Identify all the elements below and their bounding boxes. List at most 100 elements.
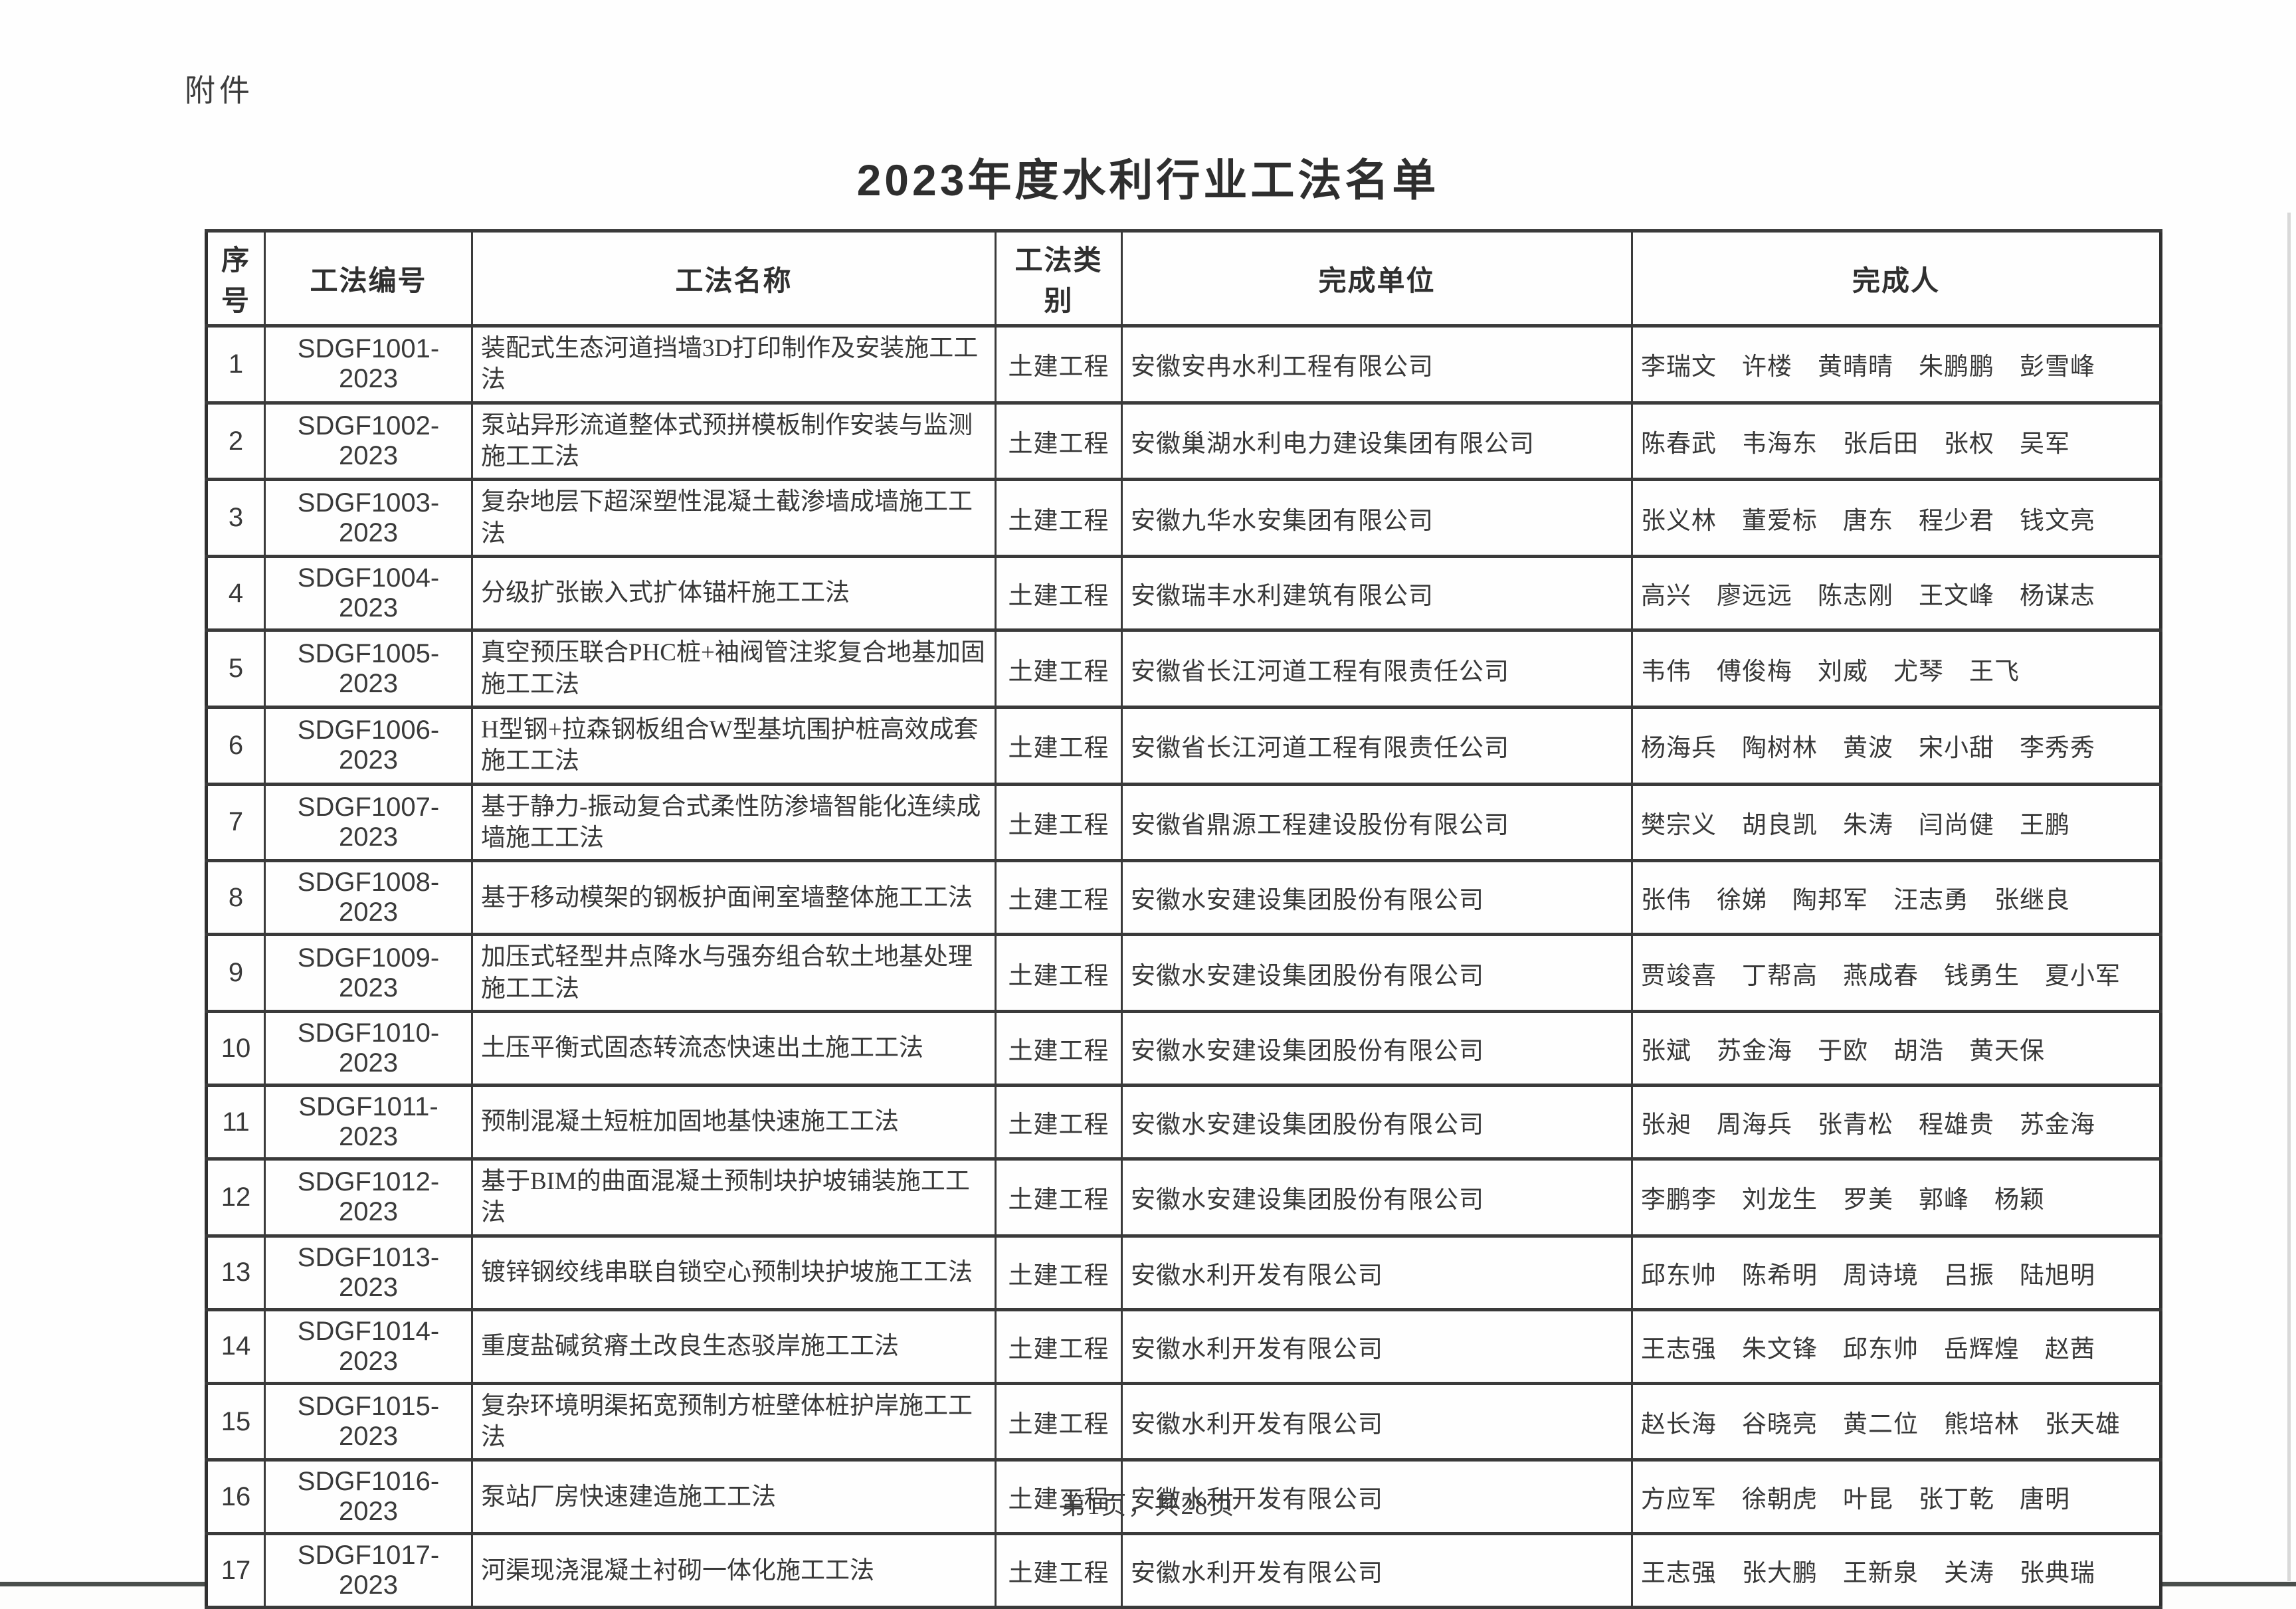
- cell-no: 7: [205, 782, 266, 863]
- cell-category: 土建工程: [995, 705, 1123, 786]
- cell-code: SDGF1014-2023: [264, 1307, 473, 1385]
- cell-unit: 安徽巢湖水利电力建设集团有限公司: [1121, 401, 1633, 482]
- cell-category: 土建工程: [995, 1381, 1123, 1462]
- cell-name: 泵站厂房快速建造施工工法: [471, 1458, 997, 1536]
- cell-no: 11: [205, 1084, 266, 1161]
- table-row: 13 SDGF1013-2023 镀锌钢绞线串联自锁空心预制块护坡施工工法 土建工程安…: [205, 1234, 2162, 1311]
- cell-no: 1: [205, 324, 266, 405]
- table-head: 序号 工法编号 工法名称 工法类别 完成单位 完成人: [205, 229, 2162, 328]
- cell-no: 17: [205, 1532, 266, 1609]
- header-cell-no: 序号: [205, 229, 266, 328]
- header-cell-category: 工法类别: [995, 229, 1123, 328]
- cell-code: SDGF1013-2023: [264, 1234, 473, 1311]
- cell-people: 樊宗义 胡良凯 朱涛 闫尚健 王鹏: [1631, 782, 2162, 863]
- cell-category: 土建工程: [995, 1234, 1123, 1311]
- cell-people: 李瑞文 许楼 黄晴晴 朱鹏鹏 彭雪峰: [1631, 324, 2162, 405]
- table-row: 9 SDGF1009-2023 加压式轻型井点降水与强夯组合软土地基处理施工工法 土建…: [205, 933, 2162, 1014]
- cell-code: SDGF1005-2023: [264, 628, 473, 709]
- table-row: 7 SDGF1007-2023 基于静力-振动复合式柔性防渗墙智能化连续成墙施工工法…: [205, 782, 2162, 863]
- table-row: 16 SDGF1016-2023 泵站厂房快速建造施工工法 土建工程 安徽水利开发有限公…: [205, 1458, 2162, 1536]
- cell-category: 土建工程: [995, 933, 1123, 1014]
- table-row: 5 SDGF1005-2023 真空预压联合PHC桩+袖阀管注浆复合地基加固施工工法…: [205, 628, 2162, 709]
- page-number: 第1页，共28页: [1060, 1492, 1236, 1520]
- cell-name: 分级扩张嵌入式扩体锚杆施工工法: [471, 555, 997, 632]
- cell-no: 15: [205, 1381, 266, 1462]
- cell-category: 土建工程: [995, 1157, 1123, 1238]
- cell-name: 基于静力-振动复合式柔性防渗墙智能化连续成墙施工工法: [471, 782, 997, 863]
- cell-unit: 安徽水安建设集团股份有限公司: [1121, 1157, 1633, 1238]
- cell-category: 土建工程: [995, 555, 1123, 632]
- cell-people: 贾竣喜 丁帮高 燕成春 钱勇生 夏小军: [1631, 933, 2162, 1014]
- cell-people: 邱东帅 陈希明 周诗境 吕振 陆旭明: [1631, 1234, 2162, 1311]
- scan-artifact-right-edge: [2287, 213, 2291, 1581]
- cell-category: 土建工程: [995, 859, 1123, 937]
- cell-name: 装配式生态河道挡墙3D打印制作及安装施工工法: [471, 324, 997, 405]
- cell-no: 6: [205, 705, 266, 786]
- cell-unit: 安徽水利开发有限公司: [1121, 1532, 1633, 1609]
- cell-category: 土建工程: [995, 1084, 1123, 1161]
- header-cell-code: 工法编号: [264, 229, 473, 328]
- cell-category: 土建工程: [995, 1458, 1123, 1536]
- table-row: 2 SDGF1002-2023 泵站异形流道整体式预拼模板制作安装与监测施工工法 土建…: [205, 401, 2162, 482]
- cell-no: 8: [205, 859, 266, 937]
- cell-name: 土压平衡式固态转流态快速出土施工工法: [471, 1010, 997, 1088]
- cell-code: SDGF1008-2023: [264, 859, 473, 937]
- cell-unit: 安徽瑞丰水利建筑有限公司: [1121, 555, 1633, 632]
- cell-no: 13: [205, 1234, 266, 1311]
- cell-people: 王志强 朱文锋 邱东帅 岳辉煌 赵茜: [1631, 1307, 2162, 1385]
- cell-people: 韦伟 傅俊梅 刘威 尤琴 王飞: [1631, 628, 2162, 709]
- methods-table: 序号 工法编号 工法名称 工法类别 完成单位 完成人 1 SDGF1001-2023 装配式生…: [205, 229, 2162, 1609]
- header-cell-people: 完成人: [1631, 229, 2162, 328]
- table-row: 17 SDGF1017-2023 河渠现浇混凝土衬砌一体化施工工法 土建工程 安徽水利开…: [205, 1532, 2162, 1609]
- cell-code: SDGF1002-2023: [264, 401, 473, 482]
- cell-name: 真空预压联合PHC桩+袖阀管注浆复合地基加固施工工法: [471, 628, 997, 709]
- cell-people: 方应军 徐朝虎 叶昆 张丁乾 唐明: [1631, 1458, 2162, 1536]
- cell-name: 预制混凝土短桩加固地基快速施工工法: [471, 1084, 997, 1161]
- cell-name: 基于BIM的曲面混凝土预制块护坡铺装施工工法: [471, 1157, 997, 1238]
- cell-people: 张昶 周海兵 张青松 程雄贵 苏金海: [1631, 1084, 2162, 1161]
- cell-people: 陈春武 韦海东 张后田 张权 吴军: [1631, 401, 2162, 482]
- cell-unit: 安徽九华水安集团有限公司: [1121, 478, 1633, 559]
- cell-category: 土建工程: [995, 401, 1123, 482]
- cell-name: 基于移动模架的钢板护面闸室墙整体施工工法: [471, 859, 997, 937]
- cell-name: 镀锌钢绞线串联自锁空心预制块护坡施工工法: [471, 1234, 997, 1311]
- cell-code: SDGF1011-2023: [264, 1084, 473, 1161]
- cell-unit: 安徽省长江河道工程有限责任公司: [1121, 705, 1633, 786]
- cell-no: 16: [205, 1458, 266, 1536]
- table-row: 11 SDGF1011-2023 预制混凝土短桩加固地基快速施工工法 土建工程 安徽水安…: [205, 1084, 2162, 1161]
- cell-category: 土建工程: [995, 1532, 1123, 1609]
- cell-people: 张斌 苏金海 于欧 胡浩 黄天保: [1631, 1010, 2162, 1088]
- cell-unit: 安徽水安建设集团股份有限公司: [1121, 933, 1633, 1014]
- table-row: 1 SDGF1001-2023 装配式生态河道挡墙3D打印制作及安装施工工法 土建工程…: [205, 324, 2162, 405]
- header-cell-unit: 完成单位: [1121, 229, 1633, 328]
- cell-unit: 安徽水利开发有限公司: [1121, 1307, 1633, 1385]
- cell-unit: 安徽水安建设集团股份有限公司: [1121, 859, 1633, 937]
- cell-no: 12: [205, 1157, 266, 1238]
- page-title: 2023年度水利行业工法名单: [856, 155, 1440, 205]
- cell-category: 土建工程: [995, 1010, 1123, 1088]
- cell-name: 泵站异形流道整体式预拼模板制作安装与监测施工工法: [471, 401, 997, 482]
- cell-unit: 安徽水安建设集团股份有限公司: [1121, 1010, 1633, 1088]
- table-row: 10 SDGF1010-2023 土压平衡式固态转流态快速出土施工工法 土建工程 安徽水…: [205, 1010, 2162, 1088]
- cell-people: 杨海兵 陶树林 黄波 宋小甜 李秀秀: [1631, 705, 2162, 786]
- cell-code: SDGF1009-2023: [264, 933, 473, 1014]
- cell-code: SDGF1016-2023: [264, 1458, 473, 1536]
- cell-no: 2: [205, 401, 266, 482]
- cell-people: 王志强 张大鹏 王新泉 关涛 张典瑞: [1631, 1532, 2162, 1609]
- table-row: 14 SDGF1014-2023 重度盐碱贫瘠土改良生态驳岸施工工法 土建工程 安徽水利…: [205, 1307, 2162, 1385]
- cell-unit: 安徽安冉水利工程有限公司: [1121, 324, 1633, 405]
- cell-people: 李鹏李 刘龙生 罗美 郭峰 杨颖: [1631, 1157, 2162, 1238]
- cell-code: SDGF1010-2023: [264, 1010, 473, 1088]
- table-row: 3 SDGF1003-2023 复杂地层下超深塑性混凝土截渗墙成墙施工工法 土建工程安…: [205, 478, 2162, 559]
- cell-category: 土建工程: [995, 478, 1123, 559]
- cell-code: SDGF1012-2023: [264, 1157, 473, 1238]
- cell-unit: 安徽省鼎源工程建设股份有限公司: [1121, 782, 1633, 863]
- cell-unit: 安徽省长江河道工程有限责任公司: [1121, 628, 1633, 709]
- cell-name: 复杂地层下超深塑性混凝土截渗墙成墙施工工法: [471, 478, 997, 559]
- table-row: 6 SDGF1006-2023 H型钢+拉森钢板组合W型基坑围护桩高效成套施工工法土…: [205, 705, 2162, 786]
- cell-code: SDGF1004-2023: [264, 555, 473, 632]
- cell-unit: 安徽水利开发有限公司: [1121, 1458, 1633, 1536]
- cell-name: 重度盐碱贫瘠土改良生态驳岸施工工法: [471, 1307, 997, 1385]
- cell-code: SDGF1006-2023: [264, 705, 473, 786]
